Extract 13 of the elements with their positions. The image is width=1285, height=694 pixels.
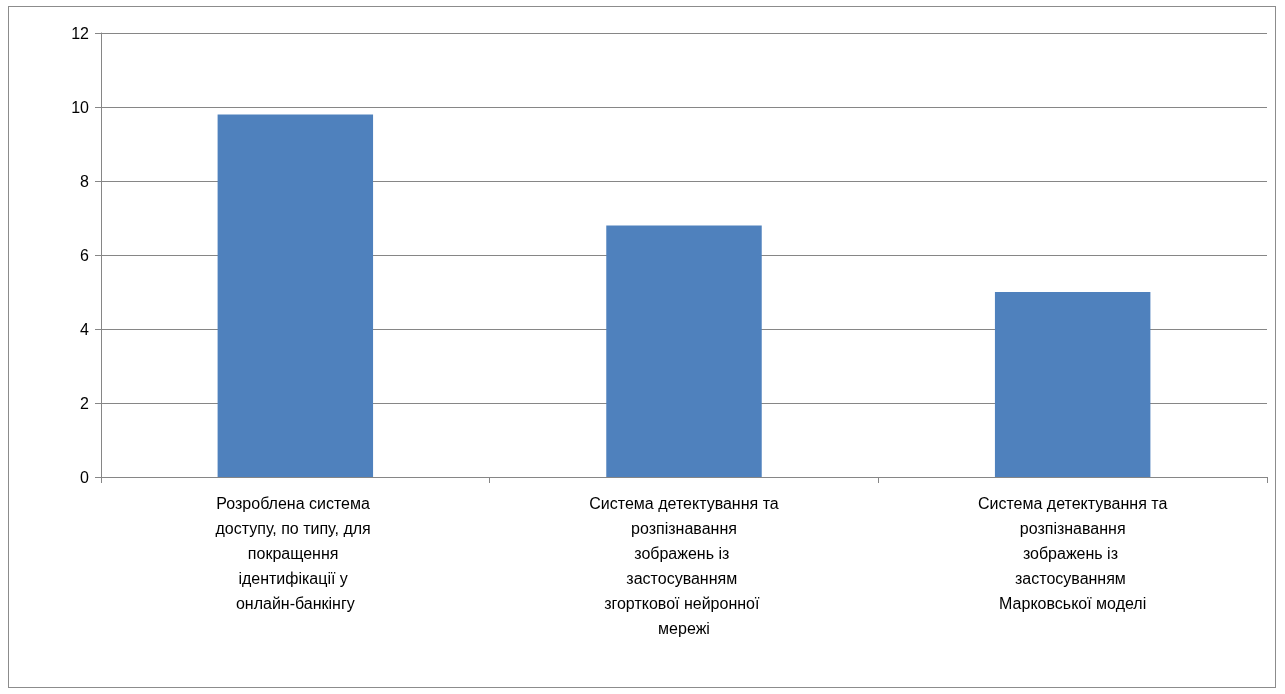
x-tick-label: Розроблена система доступу, по типу, для покращення ідентифікації у онлайн-банкінгу xyxy=(215,495,376,612)
y-tick-label: 10 xyxy=(71,98,90,116)
y-tick-label: 8 xyxy=(80,172,90,190)
bar xyxy=(994,292,1151,477)
y-tick-label: 6 xyxy=(80,246,90,264)
y-tick-label: 12 xyxy=(71,24,90,42)
x-tick-label: Система детектування та розпізнавання зображень із застосуванням Марковської моделі xyxy=(977,495,1168,612)
bar xyxy=(606,225,762,477)
y-tick-label: 2 xyxy=(80,394,90,412)
bar xyxy=(217,114,374,477)
y-tick-label: 4 xyxy=(80,320,90,338)
y-tick-label: 0 xyxy=(80,468,90,486)
x-tick-label: Система детектування та розпізнавання зображень із застосуванням згорткової нейронної мережі xyxy=(589,495,779,637)
